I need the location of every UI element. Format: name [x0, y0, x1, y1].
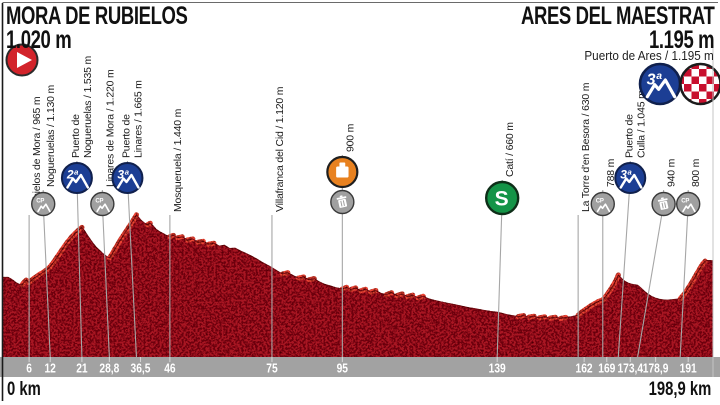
- mountain-glyph: [645, 78, 677, 99]
- intermediate-sprint-icon: S: [484, 180, 520, 216]
- axis-tick-label: 162: [576, 363, 593, 376]
- start-altitude: 1.020 m: [6, 26, 72, 54]
- axis-tick-label: 21: [76, 363, 88, 376]
- profile-area: [3, 214, 713, 357]
- trash-line: [664, 202, 667, 208]
- axis-end-label: 198,9 km: [648, 379, 711, 400]
- sprint-s-label: S: [495, 188, 509, 211]
- finish-town-title: ARES DEL MAESTRAT: [520, 2, 715, 30]
- pass-cp-icon: CP: [31, 191, 56, 217]
- pass-cp-label: CP: [681, 199, 689, 205]
- marker-label: Puerto de: [623, 114, 635, 158]
- climb-category-label: 3ª: [647, 72, 663, 89]
- axis-tick-label: 173,4: [617, 363, 643, 376]
- climb-category-label: 3ª: [620, 168, 632, 182]
- trash-glyph: [336, 195, 348, 208]
- category-2-climb-icon: 2ª: [60, 162, 93, 194]
- marker-label: 788 m: [605, 158, 617, 187]
- marker-label: Rubielos de Mora / 965 m: [31, 96, 43, 212]
- mountain-glyph: [37, 203, 51, 213]
- axis-tick-label: 12: [45, 363, 56, 376]
- axis-tick-label: 169: [598, 363, 615, 376]
- axis-tick-label: 178,9: [643, 363, 669, 376]
- profile-outline: [3, 213, 713, 319]
- category-3-climb-icon: 3ª: [638, 62, 682, 106]
- marker-label: La Torre d'en Besora / 630 m: [580, 82, 592, 212]
- marker-label: Culla / 1.045 m: [635, 90, 647, 158]
- axis-tick-label: 28,8: [99, 363, 119, 376]
- musette-strap: [339, 162, 346, 167]
- axis-tick-label: 139: [489, 363, 506, 376]
- trash-line: [340, 200, 343, 207]
- play-icon: [17, 52, 32, 68]
- sprint-circle: [484, 180, 520, 216]
- marker-label: Villafranca del Cid / 1.120 m: [274, 86, 286, 212]
- axis-start-label: 0 km: [7, 379, 41, 400]
- marker-label: Puerto de: [120, 114, 132, 158]
- mountain-glyph: [596, 203, 611, 213]
- marker-label: Puerto de: [70, 114, 82, 158]
- marker-label: Catí / 660 m: [504, 122, 516, 177]
- mountain-glyph: [116, 173, 140, 189]
- mountain-glyph: [96, 203, 110, 213]
- finish-summit-label: Puerto de Ares / 1.195 m: [584, 48, 714, 63]
- marker-label: Nogueruelas / 1.130 m: [45, 85, 57, 187]
- trash-body: [659, 200, 669, 210]
- axis-tick-label: 75: [266, 363, 278, 376]
- mountain-glyph: [619, 173, 643, 189]
- marker-label: 940 m: [666, 158, 678, 187]
- trash-line: [342, 200, 345, 206]
- mountain-glyph: [682, 203, 696, 213]
- feed-zone-icon: [326, 155, 359, 189]
- trash-handle: [660, 197, 664, 200]
- marker-label: Mosqueruela / 1.440 m: [172, 108, 184, 212]
- musette-bag: [336, 166, 349, 178]
- axis-tick-label: 6: [26, 363, 32, 376]
- pass-cp-label: CP: [36, 199, 44, 205]
- finish-altitude: 1.195 m: [648, 26, 715, 54]
- pass-cp-icon: CP: [90, 191, 115, 217]
- waste-zone-icon: [651, 191, 676, 217]
- marker-label: 800 m: [690, 158, 702, 187]
- mountain-profile: [3, 212, 713, 357]
- climb-category-label: 2ª: [66, 168, 79, 182]
- finish-checkered-icon: [679, 62, 720, 106]
- marker-label: Linares de Mora / 1.220 m: [104, 69, 116, 187]
- axis-tick-label: 46: [164, 363, 175, 376]
- marker-label: Nogueruelas / 1.535 m: [82, 56, 94, 158]
- start-town-title: MORA DE RUBIELOS: [6, 2, 188, 30]
- category-3-climb-icon: 3ª: [111, 162, 144, 194]
- pass-cp-label: CP: [596, 199, 604, 205]
- mountain-glyph: [66, 173, 90, 189]
- climb-category-label: 3ª: [117, 168, 129, 182]
- waste-zone-icon: [330, 189, 355, 215]
- marker-label: 900 m: [344, 123, 356, 152]
- trash-line: [661, 202, 664, 209]
- trash-body: [338, 198, 348, 208]
- trash-lid: [657, 198, 668, 202]
- distance-axis-band: [0, 357, 720, 377]
- trash-glyph: [657, 197, 669, 210]
- trash-handle: [339, 195, 343, 198]
- axis-tick-label: 36,5: [131, 363, 152, 376]
- category-3-climb-icon: 3ª: [614, 162, 647, 194]
- trash-lid: [336, 196, 347, 200]
- axis-tick-label: 191: [680, 363, 698, 376]
- pass-cp-icon: CP: [590, 191, 615, 217]
- pass-cp-label: CP: [95, 199, 103, 205]
- axis-tick-label: 95: [337, 363, 349, 376]
- pass-cp-icon: CP: [675, 191, 701, 217]
- marker-label: Linares / 1.665 m: [132, 80, 144, 158]
- start-play-button[interactable]: [5, 43, 39, 77]
